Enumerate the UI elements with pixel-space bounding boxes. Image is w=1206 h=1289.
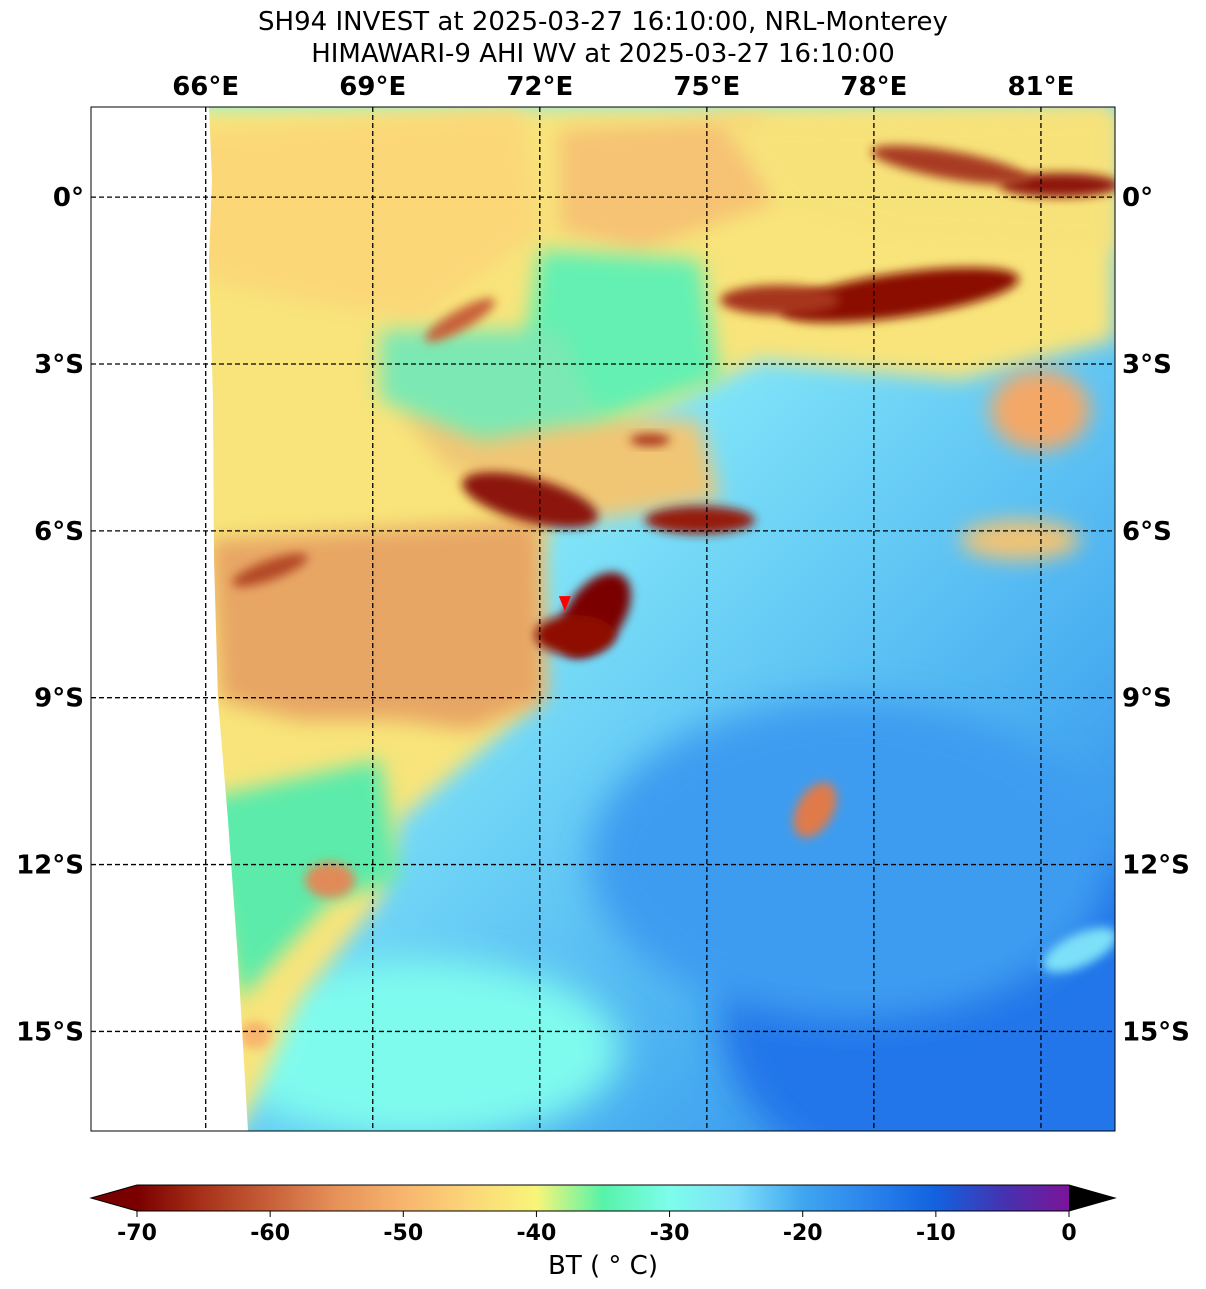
- colorbar-ticks: -70 -60 -50 -40 -30 -20 -10 0: [117, 1211, 1077, 1246]
- lat-label-left: 3°S: [34, 350, 84, 380]
- lat-label-right: 0°: [1122, 183, 1153, 213]
- colorbar-under-extension: [91, 1185, 137, 1211]
- lat-label-left: 12°S: [16, 851, 84, 881]
- longitude-labels: 66°E 69°E 72°E 75°E 78°E 81°E: [172, 72, 1074, 102]
- title-line-1: SH94 INVEST at 2025-03-27 16:10:00, NRL-…: [258, 7, 948, 37]
- colorbar-tick-label: 0: [1061, 1221, 1076, 1246]
- colorbar-tick-label: -40: [517, 1221, 557, 1246]
- lat-label-right: 3°S: [1122, 350, 1172, 380]
- lat-label-right: 6°S: [1122, 517, 1172, 547]
- colorbar-tick-label: -60: [250, 1221, 290, 1246]
- colorbar-gradient: [137, 1185, 1069, 1211]
- colorbar-tick-label: -50: [383, 1221, 423, 1246]
- storm-center-marker: [558, 596, 571, 612]
- lat-label-right: 12°S: [1122, 851, 1190, 881]
- latitude-labels-left: 0° 3°S 6°S 9°S 12°S 15°S: [16, 183, 84, 1047]
- lat-label-right: 9°S: [1122, 684, 1172, 714]
- lon-label: 78°E: [840, 72, 907, 102]
- lat-label-left: 15°S: [16, 1017, 84, 1047]
- colorbar: -70 -60 -50 -40 -30 -20 -10 0 BT ( ° C): [89, 1184, 1117, 1281]
- colorbar-tick-label: -70: [117, 1221, 157, 1246]
- title-line-2: HIMAWARI-9 AHI WV at 2025-03-27 16:10:00: [311, 39, 895, 69]
- lon-label: 75°E: [673, 72, 740, 102]
- lat-label-left: 9°S: [34, 684, 84, 714]
- lon-label: 69°E: [339, 72, 406, 102]
- lon-label: 72°E: [506, 72, 573, 102]
- colorbar-over-extension: [1069, 1185, 1115, 1211]
- map-frame: [90, 106, 1116, 1132]
- lon-label: 81°E: [1007, 72, 1074, 102]
- lat-label-right: 15°S: [1122, 1017, 1190, 1047]
- lat-label-left: 6°S: [34, 517, 84, 547]
- colorbar-label: BT ( ° C): [548, 1251, 658, 1281]
- latitude-labels-right: 0° 3°S 6°S 9°S 12°S 15°S: [1122, 183, 1190, 1047]
- water-vapor-imagery: [91, 107, 1115, 1131]
- colorbar-tick-label: -20: [783, 1221, 823, 1246]
- lat-label-left: 0°: [53, 183, 84, 213]
- graticule: [91, 107, 1115, 1131]
- lon-label: 66°E: [172, 72, 239, 102]
- colorbar-tick-label: -10: [916, 1221, 956, 1246]
- colorbar-tick-label: -30: [650, 1221, 690, 1246]
